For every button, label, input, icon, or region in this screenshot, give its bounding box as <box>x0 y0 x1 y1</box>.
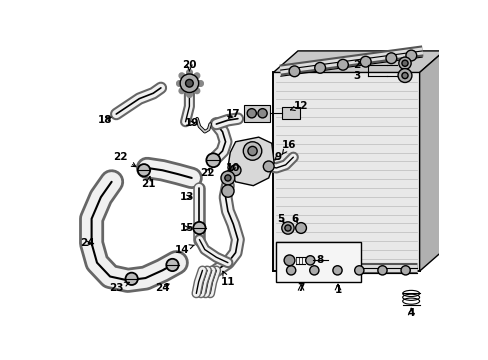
Circle shape <box>125 273 138 285</box>
Circle shape <box>337 59 347 70</box>
Circle shape <box>281 222 293 234</box>
Polygon shape <box>273 51 444 72</box>
FancyBboxPatch shape <box>276 242 360 282</box>
Text: 4: 4 <box>407 308 414 318</box>
Circle shape <box>230 165 241 176</box>
Text: 13: 13 <box>180 192 194 202</box>
Text: 1: 1 <box>334 285 341 294</box>
Circle shape <box>401 72 407 78</box>
Circle shape <box>295 222 306 233</box>
Circle shape <box>397 69 411 82</box>
Circle shape <box>221 185 234 197</box>
Text: 12: 12 <box>290 101 307 111</box>
Circle shape <box>193 222 205 234</box>
Circle shape <box>221 171 234 185</box>
Text: 23: 23 <box>109 282 129 293</box>
Circle shape <box>286 266 295 275</box>
Circle shape <box>263 161 274 172</box>
Text: 17: 17 <box>225 109 240 119</box>
Circle shape <box>332 266 342 275</box>
Text: 6: 6 <box>291 214 298 224</box>
Circle shape <box>360 56 370 67</box>
FancyBboxPatch shape <box>273 72 419 271</box>
Text: 9: 9 <box>274 152 281 162</box>
Text: 3: 3 <box>352 71 359 81</box>
Text: 22: 22 <box>113 152 136 167</box>
Circle shape <box>284 255 294 266</box>
FancyBboxPatch shape <box>281 107 300 120</box>
Text: 19: 19 <box>184 118 199 128</box>
Circle shape <box>400 266 409 275</box>
Circle shape <box>385 53 396 64</box>
Polygon shape <box>227 137 274 186</box>
Circle shape <box>224 175 230 181</box>
Text: 15: 15 <box>180 223 194 233</box>
Circle shape <box>398 57 410 69</box>
Circle shape <box>377 266 386 275</box>
Circle shape <box>166 259 178 271</box>
Circle shape <box>314 62 325 73</box>
Text: 18: 18 <box>97 115 112 125</box>
Text: 24: 24 <box>155 283 169 293</box>
Circle shape <box>305 256 314 265</box>
Circle shape <box>309 266 318 275</box>
Text: 14: 14 <box>174 244 194 255</box>
Circle shape <box>185 80 193 87</box>
Text: 21: 21 <box>141 176 156 189</box>
Text: 11: 11 <box>220 271 235 287</box>
Circle shape <box>285 225 290 231</box>
Circle shape <box>354 266 363 275</box>
Text: 22: 22 <box>200 167 214 177</box>
Circle shape <box>288 66 299 77</box>
Circle shape <box>243 142 261 160</box>
Text: 16: 16 <box>281 140 296 155</box>
Text: 20: 20 <box>182 60 196 70</box>
Circle shape <box>138 164 150 176</box>
Text: 8: 8 <box>316 255 323 265</box>
Text: 24: 24 <box>80 238 94 248</box>
Text: 5: 5 <box>277 214 284 224</box>
Text: 10: 10 <box>225 163 240 173</box>
Circle shape <box>180 74 198 93</box>
Circle shape <box>405 50 416 61</box>
Circle shape <box>206 153 220 167</box>
Text: 7: 7 <box>297 283 304 293</box>
Text: 2: 2 <box>352 60 359 70</box>
Circle shape <box>247 147 257 156</box>
Circle shape <box>257 109 266 118</box>
Circle shape <box>246 109 256 118</box>
Polygon shape <box>419 51 444 271</box>
FancyBboxPatch shape <box>244 105 270 122</box>
Circle shape <box>401 60 407 66</box>
